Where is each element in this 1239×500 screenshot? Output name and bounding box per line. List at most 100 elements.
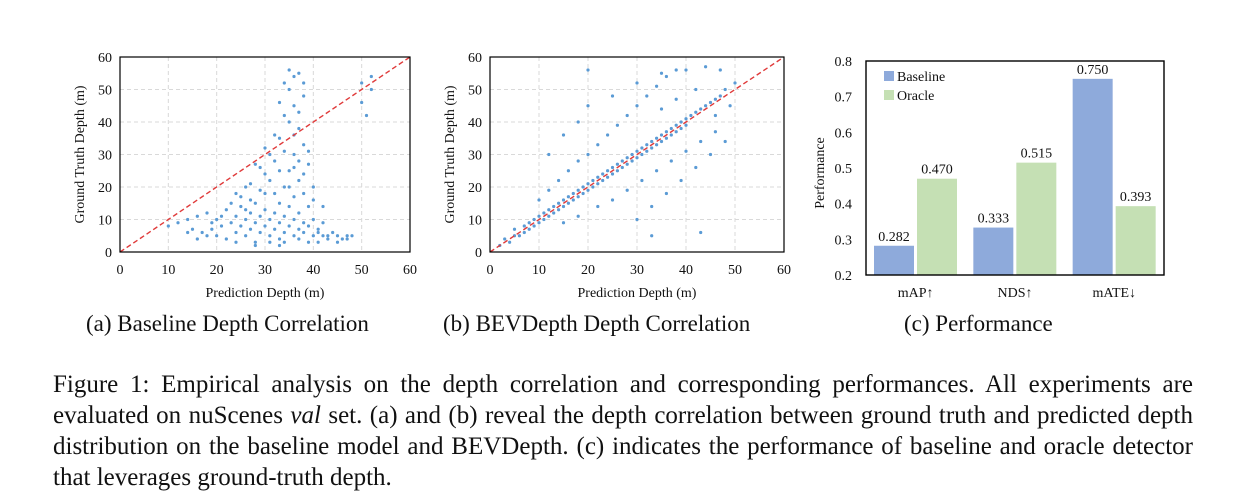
- scatter-point: [297, 178, 301, 183]
- x-tick-label: 50: [728, 263, 742, 278]
- scatter-point: [718, 94, 722, 98]
- scatter-point: [606, 133, 610, 137]
- scatter-point: [244, 208, 248, 212]
- x-tick-label: 0: [117, 263, 124, 278]
- scatter-point: [620, 159, 624, 163]
- scatter-point: [561, 221, 566, 225]
- scatter-point: [186, 217, 190, 222]
- y-tick-label: 50: [98, 84, 112, 99]
- y-tick-labels: 0 10 20 30 40 50 60: [468, 51, 482, 261]
- scatter-point: [537, 198, 541, 202]
- scatter-point: [537, 221, 541, 225]
- scatter-point: [273, 191, 277, 196]
- y-tick-label: 60: [98, 51, 112, 66]
- scatter-point: [733, 81, 737, 85]
- scatter-point: [302, 172, 306, 176]
- x-tick-labels: mAP↑ NDS↑ mATE↓: [898, 286, 1136, 301]
- scatter-point: [210, 221, 214, 225]
- scatter-point: [268, 217, 272, 222]
- scatter-point: [239, 195, 243, 199]
- scatter-point: [596, 143, 600, 147]
- bar-value-label: 0.393: [1120, 190, 1152, 205]
- scatter-point: [297, 159, 301, 163]
- scatter-point: [566, 169, 571, 173]
- bar-value-labels: 0.282 0.470 0.333 0.515 0.750 0.393: [878, 63, 1151, 245]
- scatter-point: [586, 152, 590, 157]
- scatter-point: [640, 146, 644, 150]
- scatter-point: [195, 237, 199, 241]
- plot-frame: [489, 56, 785, 253]
- scatter-point: [297, 227, 301, 231]
- scatter-point: [219, 224, 224, 228]
- scatter-point: [234, 214, 238, 218]
- scatter-point: [532, 217, 536, 222]
- scatter-point: [694, 87, 698, 92]
- scatter-point: [561, 133, 566, 137]
- bar-value-label: 0.282: [878, 230, 910, 245]
- scatter-point: [650, 204, 654, 209]
- scatter-point: [635, 156, 639, 160]
- scatter-point: [635, 81, 639, 85]
- x-axis-label: Prediction Depth (m): [578, 286, 697, 301]
- scatter-point: [650, 146, 654, 150]
- plot-frame: [865, 60, 1165, 276]
- scatter-point: [239, 224, 243, 228]
- scatter-point: [306, 162, 311, 166]
- scatter-point: [659, 133, 664, 137]
- scatter-point: [258, 230, 262, 235]
- scatter-point: [571, 198, 575, 202]
- baseline-scatter-panel: 0 10 20 30 40 50 60 0 10 20 30 40 50 60 Prediction D…: [73, 51, 417, 301]
- scatter-point: [224, 237, 228, 241]
- scatter-point: [596, 182, 600, 186]
- scatter-point: [552, 211, 556, 215]
- scatter-point: [620, 165, 624, 170]
- scatter-point: [694, 110, 698, 114]
- scatter-point: [704, 65, 708, 69]
- scatter-point: [547, 188, 551, 192]
- scatter-point: [635, 104, 639, 108]
- scatter-point: [655, 84, 659, 88]
- scatter-point: [679, 178, 683, 183]
- scatter-point: [292, 165, 296, 170]
- scatter-point: [215, 217, 219, 222]
- scatter-point: [229, 201, 233, 205]
- scatter-point: [713, 113, 718, 118]
- scatter-point: [645, 149, 649, 153]
- scatter-point: [340, 237, 344, 241]
- y-tick-label: 50: [468, 84, 482, 99]
- scatter-point: [684, 149, 688, 153]
- scatter-point: [699, 230, 703, 235]
- scatter-point: [263, 224, 267, 228]
- scatter-point: [292, 217, 296, 222]
- figure-caption: Figure 1: Empirical analysis on the dept…: [53, 369, 1193, 493]
- scatter-point: [316, 240, 320, 244]
- scatter-point: [610, 172, 615, 176]
- y-tick-label: 0.5: [835, 162, 853, 177]
- scatter-point: [517, 234, 522, 238]
- scatter-point: [659, 139, 664, 144]
- scatter-point: [606, 175, 610, 179]
- scatter-point: [326, 234, 330, 238]
- scatter-point: [635, 149, 639, 153]
- scatter-point: [345, 234, 349, 238]
- scatter-point: [694, 165, 698, 170]
- x-tick-label: mATE↓: [1093, 286, 1137, 301]
- bars: [874, 78, 1156, 275]
- scatter-point: [552, 204, 556, 209]
- scatter-point: [615, 123, 620, 127]
- bar-value-label: 0.750: [1077, 63, 1109, 78]
- scatter-point: [224, 208, 228, 212]
- scatter-point: [263, 191, 267, 196]
- scatter-point: [625, 162, 629, 166]
- scatter-point: [258, 214, 262, 218]
- scatter-point: [350, 234, 354, 238]
- scatter-point: [311, 185, 315, 189]
- x-tick-label: 60: [403, 263, 417, 278]
- scatter-point: [542, 217, 546, 222]
- legend-swatch-baseline: [884, 71, 894, 81]
- scatter-point: [625, 113, 629, 118]
- scatter-point: [248, 198, 253, 202]
- scatter-point: [522, 230, 526, 235]
- scatter-point: [542, 211, 546, 215]
